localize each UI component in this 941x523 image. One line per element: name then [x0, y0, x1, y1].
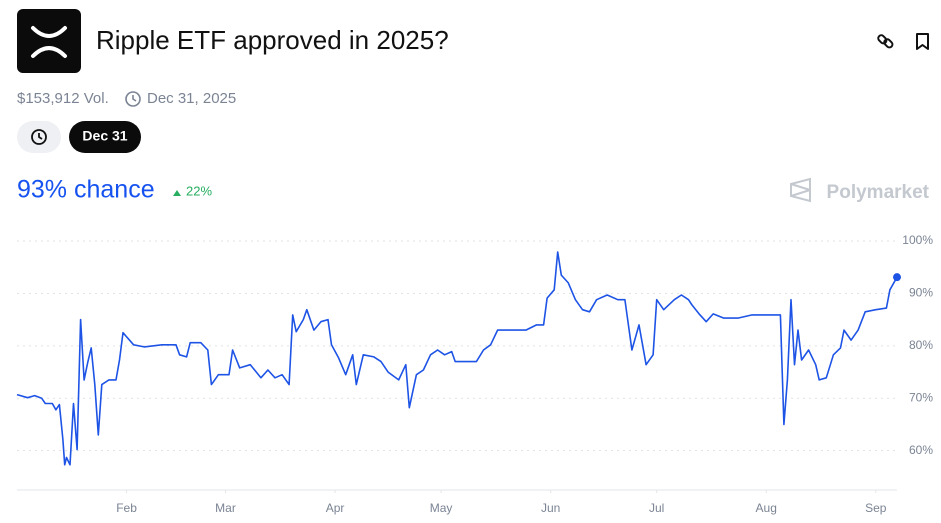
x-tick-label: Aug	[756, 501, 777, 515]
y-tick-label: 100%	[902, 233, 933, 247]
x-tick-label: Jun	[541, 501, 560, 515]
date-pill[interactable]	[69, 121, 141, 153]
xrp-logo	[31, 26, 67, 58]
clock-hand	[132, 95, 137, 102]
x-tick-label: Feb	[116, 501, 137, 515]
x-tick-label: Sep	[865, 501, 887, 515]
up-arrow	[173, 190, 181, 196]
x-tick-label: Apr	[326, 501, 345, 515]
x-tick-label: Jul	[649, 501, 664, 515]
x-tick-label: Mar	[215, 501, 236, 515]
history-hand	[38, 133, 43, 140]
volume: $153,912 Vol.	[17, 90, 109, 107]
line	[16, 251, 898, 466]
clock-icon	[125, 91, 141, 107]
date-pill-label: Dec 31	[82, 128, 127, 144]
change: 22%	[186, 183, 212, 198]
y-tick-label: 70%	[909, 390, 933, 404]
chance: 93% chance	[17, 176, 155, 204]
bookmark-button[interactable]	[916, 33, 929, 50]
link-button[interactable]	[877, 34, 894, 49]
y-tick-label: 80%	[909, 338, 933, 352]
x-tick-label: May	[430, 501, 453, 515]
market-icon	[17, 9, 81, 73]
brand: Polymarket	[827, 182, 930, 203]
y-tick-label: 90%	[909, 286, 933, 300]
end-dot	[893, 273, 901, 282]
history-icon	[31, 129, 47, 145]
market-title: Ripple ETF approved in 2025?	[96, 25, 449, 55]
end-date: Dec 31, 2025	[147, 90, 236, 107]
brand-logo	[790, 177, 811, 203]
y-tick-label: 60%	[909, 443, 933, 457]
